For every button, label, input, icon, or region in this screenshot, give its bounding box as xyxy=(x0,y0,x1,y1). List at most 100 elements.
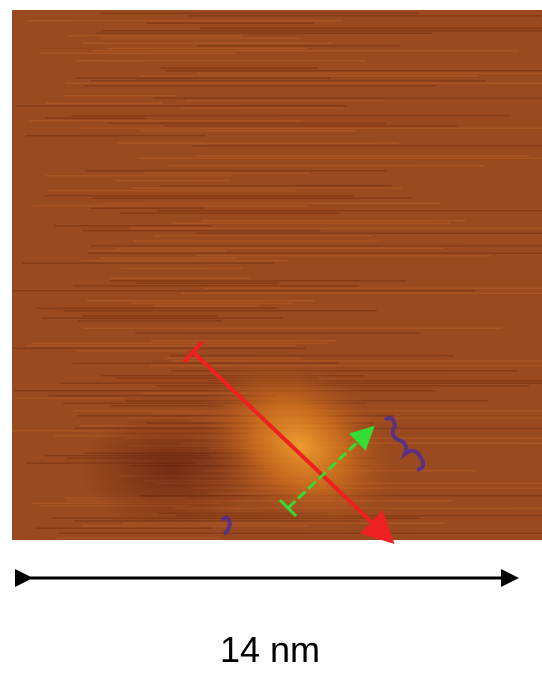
scan-line xyxy=(153,98,542,100)
scan-line xyxy=(83,230,321,232)
scan-line xyxy=(65,95,175,97)
scan-line xyxy=(58,215,473,217)
scan-line xyxy=(78,320,222,322)
scan-line xyxy=(38,238,443,240)
scan-line xyxy=(200,28,542,30)
scan-line xyxy=(26,135,206,137)
scan-line xyxy=(151,340,338,342)
scan-line xyxy=(140,130,355,132)
scan-line xyxy=(172,360,542,362)
scan-line xyxy=(186,100,385,102)
scan-line xyxy=(75,178,184,180)
scan-line xyxy=(110,278,250,280)
scan-line xyxy=(139,158,542,160)
scan-line xyxy=(92,50,518,52)
scan-line xyxy=(77,60,365,62)
scan-line xyxy=(106,48,307,50)
scan-line xyxy=(207,265,542,267)
scan-line xyxy=(195,155,529,157)
scan-line xyxy=(117,248,444,250)
scan-line xyxy=(27,160,542,162)
scan-line xyxy=(48,190,296,192)
scan-line xyxy=(22,263,273,265)
scan-line xyxy=(22,110,242,112)
scan-line xyxy=(197,255,490,257)
scan-line xyxy=(135,298,262,300)
scan-line xyxy=(195,295,303,297)
scan-line xyxy=(163,125,457,127)
scan-line xyxy=(55,538,218,540)
scan-line xyxy=(181,108,344,110)
scan-line xyxy=(74,323,525,325)
scan-line xyxy=(46,175,232,177)
scan-line xyxy=(192,145,542,147)
scan-line xyxy=(191,193,535,195)
scan-line xyxy=(57,533,542,535)
scan-line xyxy=(186,90,539,92)
scan-line xyxy=(88,253,542,255)
scan-line xyxy=(196,233,542,235)
scan-line xyxy=(124,10,274,12)
scan-line xyxy=(108,123,386,125)
scan-line xyxy=(109,25,285,27)
scan-line xyxy=(188,168,542,170)
scan-line xyxy=(55,275,407,277)
scan-line xyxy=(90,208,204,210)
scan-line xyxy=(78,40,244,42)
scan-line xyxy=(90,245,542,247)
scan-line xyxy=(109,280,406,282)
scan-line xyxy=(193,148,542,150)
scan-line xyxy=(33,205,307,207)
scan-line xyxy=(197,45,400,47)
scan-line xyxy=(29,120,302,122)
scan-line xyxy=(142,163,410,165)
figure: 14 nm xyxy=(0,0,542,679)
scan-line xyxy=(146,23,314,25)
scan-line xyxy=(15,398,125,400)
scan-line xyxy=(43,270,351,272)
scan-line xyxy=(202,220,466,222)
scan-line xyxy=(132,188,402,190)
scan-line xyxy=(33,343,328,345)
scan-line xyxy=(101,38,301,40)
scan-line xyxy=(81,260,288,262)
scan-line xyxy=(119,213,339,215)
scan-line xyxy=(16,105,347,107)
scan-line xyxy=(69,18,505,20)
scan-line xyxy=(123,243,467,245)
scan-line xyxy=(63,310,377,312)
scan-line xyxy=(45,118,145,120)
scan-line xyxy=(153,305,259,307)
scan-line xyxy=(66,530,420,532)
scan-line xyxy=(182,293,542,295)
scan-line xyxy=(160,185,391,187)
scan-line xyxy=(86,170,387,172)
scan-line xyxy=(100,258,237,260)
scan-line xyxy=(120,268,243,270)
scan-line xyxy=(134,240,377,242)
scan-line xyxy=(205,150,542,152)
scan-line xyxy=(169,355,453,357)
scan-line xyxy=(101,353,437,355)
scan-line xyxy=(92,198,411,200)
scan-line xyxy=(25,345,296,347)
scan-line xyxy=(96,338,293,340)
scan-line xyxy=(13,290,475,292)
scan-line xyxy=(115,325,542,327)
scan-line xyxy=(89,250,226,252)
scan-line xyxy=(65,83,542,85)
scan-line xyxy=(161,68,318,70)
scan-line xyxy=(115,180,230,182)
scan-line xyxy=(68,35,241,37)
scan-line xyxy=(62,330,498,332)
scan-line xyxy=(101,13,419,15)
scan-line xyxy=(84,85,436,87)
scan-line xyxy=(41,318,283,320)
scan-line xyxy=(100,65,314,67)
scan-line xyxy=(18,200,144,202)
scan-line xyxy=(86,300,314,302)
micrograph xyxy=(12,10,542,574)
scan-line xyxy=(25,113,278,115)
scan-line xyxy=(131,303,293,305)
scan-line xyxy=(118,313,542,315)
